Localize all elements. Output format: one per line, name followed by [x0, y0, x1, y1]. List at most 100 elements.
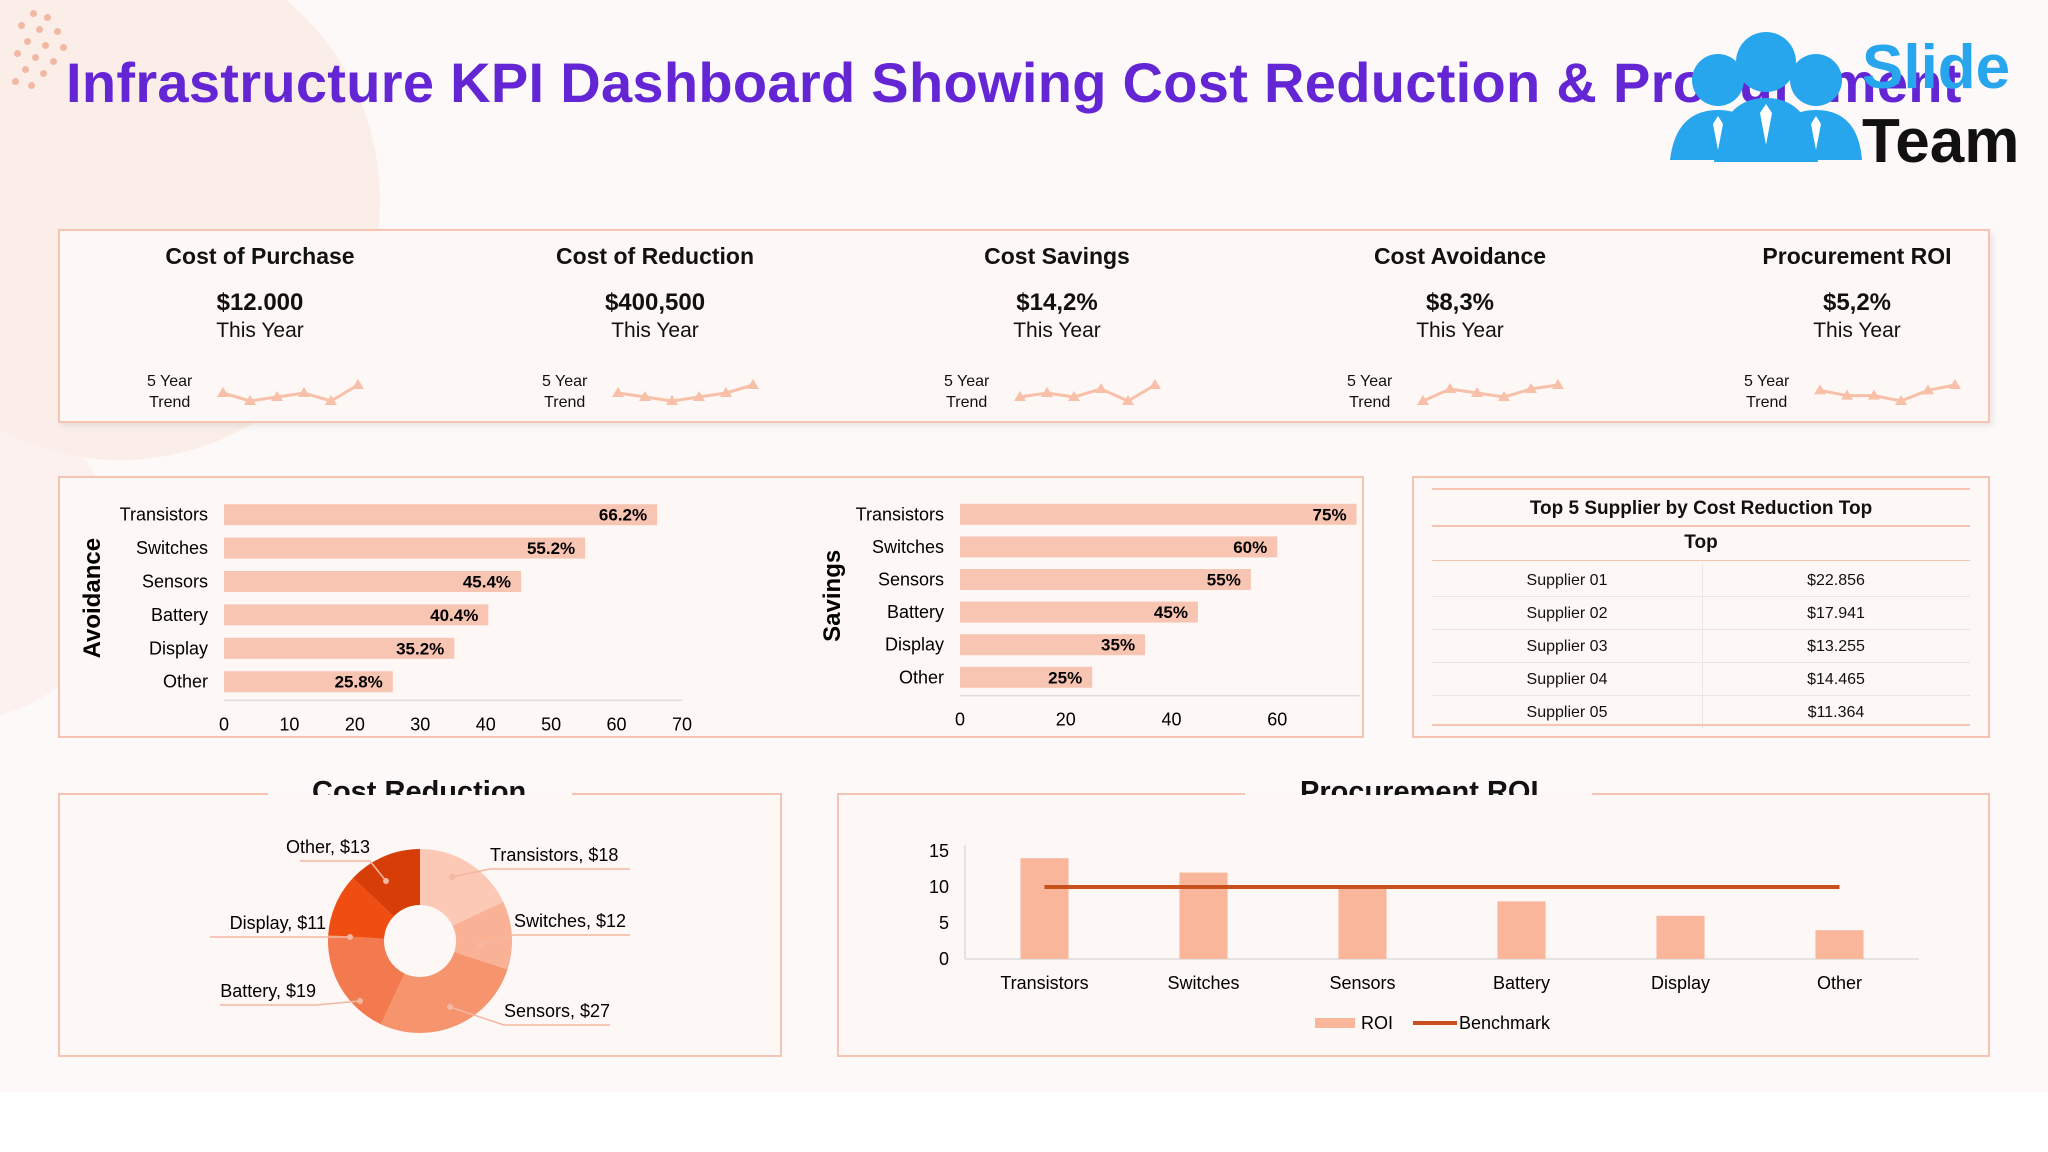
sparkline-marker: [1552, 379, 1564, 389]
cost-reduction-donut-chart: Transistors, $18 Switches, $12 Sensors, $2…: [210, 837, 630, 1033]
kpi-sparkline: [1014, 379, 1161, 405]
sparkline-marker: [1444, 383, 1456, 393]
roi-bar: [1815, 930, 1864, 959]
sparkline-marker: [639, 391, 651, 401]
procurement-roi-panel: 0 5 10 15 Transistors Switches Sensors Battery D…: [837, 795, 1990, 1057]
kpi-sparkline: [1814, 379, 1961, 405]
label-pointer-dot: [477, 942, 483, 948]
supplier-table-title: Top 5 Supplier by Cost Reduction Top: [1529, 498, 1873, 519]
legend-label-benchmark: Benchmark: [1459, 1013, 1551, 1033]
legend-swatch-roi: [1315, 1018, 1355, 1028]
category-label: Switches: [872, 537, 944, 557]
sparkline-marker: [1841, 389, 1853, 400]
decorative-dot: [24, 38, 31, 45]
row-divider: [1432, 662, 1970, 663]
page-title: Infrastructure KPI Dashboard Showing Cos…: [66, 51, 1962, 114]
sparkline-marker: [217, 387, 229, 397]
section-rule: [572, 793, 782, 795]
x-tick-label: 0: [219, 714, 229, 734]
decorative-dot: [18, 22, 25, 29]
kpi-card: Procurement ROI $5,2% This Year 5 Year Trend: [1692, 231, 2022, 421]
sparkline-line: [1019, 383, 1156, 403]
sparkline-marker: [1949, 379, 1961, 389]
kpi-card: Cost Avoidance $8,3% This Year 5 Year Trend: [1295, 231, 1625, 421]
bar: [224, 537, 586, 559]
category-label: Battery: [887, 602, 944, 622]
sparkline-marker: [1868, 389, 1880, 400]
decorative-dots: [10, 8, 80, 89]
sparkline-marker: [1498, 391, 1510, 401]
row-divider: [1432, 596, 1970, 597]
kpi-trend-label-line1: 5 Year: [147, 373, 193, 390]
y-tick-label: 15: [929, 841, 949, 861]
kpi-period: This Year: [611, 319, 699, 342]
table-row: Supplier 02 $17.941: [1432, 597, 1970, 630]
label-pointer-dot: [357, 998, 363, 1004]
slideteam-logo: Slide Team: [1666, 28, 2026, 176]
decorative-dot: [40, 70, 47, 77]
row-divider: [1432, 695, 1970, 696]
label-pointer-line: [479, 934, 515, 946]
table-row: Supplier 05 $11.364: [1432, 696, 1970, 729]
kpi-label: Cost Savings: [984, 243, 1130, 269]
sparkline-line: [1422, 383, 1559, 403]
bar-value-label: 40.4%: [430, 606, 478, 625]
supplier-value: $14.465: [1807, 671, 1865, 688]
kpi-panel: Cost of Purchase $12.000 This Year 5 Year Tr…: [58, 229, 1990, 423]
x-tick-label: Other: [1817, 973, 1862, 993]
kpi-trend-label-line1: 5 Year: [944, 373, 990, 390]
donut-slice: [328, 935, 405, 1025]
category-label: Sensors: [878, 570, 944, 590]
sparkline-marker: [271, 391, 283, 401]
y-axis-label: Avoidance: [79, 538, 106, 658]
kpi-trend-label: 5 Year Trend: [147, 371, 192, 413]
sparkline-marker: [1525, 383, 1537, 393]
kpi-label: Procurement ROI: [1762, 243, 1952, 269]
x-tick-label: Display: [1651, 973, 1710, 993]
kpi-label: Cost Avoidance: [1373, 243, 1547, 269]
kpi-sparkline: [1417, 379, 1564, 405]
kpi-value: $8,3%: [1425, 289, 1495, 316]
sparkline-marker: [693, 391, 705, 401]
bar-value-label: 55%: [1207, 571, 1241, 590]
slice-label: Transistors, $18: [490, 845, 618, 865]
sparkline-line: [222, 383, 359, 403]
sparkline-marker: [666, 395, 678, 405]
donut-slice: [380, 952, 508, 1033]
supplier-table-panel: Top 5 Supplier by Cost Reduction Top Top…: [1412, 476, 1990, 738]
x-tick-label: Sensors: [1329, 973, 1395, 993]
category-label: Display: [149, 638, 208, 658]
supplier-name: Supplier 05: [1526, 704, 1608, 721]
decorative-dot: [30, 10, 37, 17]
column-divider: [1702, 663, 1703, 696]
y-tick-label: 5: [939, 913, 949, 933]
supplier-name: Supplier 01: [1526, 572, 1608, 589]
kpi-period: This Year: [1013, 319, 1101, 342]
decorative-dot: [36, 26, 43, 33]
x-tick-label: 10: [279, 714, 299, 734]
kpi-trend-label-line2: Trend: [1746, 394, 1788, 411]
kpi-trend-label-line2: Trend: [946, 394, 988, 411]
section-rule: [1592, 793, 1990, 795]
kpi-trend-label: 5 Year Trend: [1744, 371, 1789, 413]
bar-value-label: 55.2%: [527, 539, 575, 558]
sparkline-marker: [1417, 395, 1429, 405]
kpi-label: Cost of Reduction: [555, 243, 755, 269]
kpi-card: Cost of Reduction $400,500 This Year 5 Year…: [490, 231, 820, 421]
kpi-card: Cost Savings $14,2% This Year 5 Year Trend: [892, 231, 1222, 421]
kpi-period: This Year: [1416, 319, 1504, 342]
sparkline-line: [617, 383, 754, 403]
category-label: Switches: [136, 538, 208, 558]
kpi-trend-label-line2: Trend: [149, 394, 191, 411]
bar-value-label: 35.2%: [396, 639, 444, 658]
row-divider: [1432, 629, 1970, 630]
decorative-dot: [14, 50, 21, 57]
label-pointer-line: [449, 1006, 505, 1026]
x-tick-label: Transistors: [1000, 973, 1088, 993]
slice-label: Display, $11: [230, 913, 326, 933]
category-label: Sensors: [142, 572, 208, 592]
supplier-table-subtitle: Top: [1684, 532, 1718, 553]
kpi-trend-label: 5 Year Trend: [542, 371, 587, 413]
table-rule: [1432, 724, 1970, 726]
table-row: Supplier 03 $13.255: [1432, 630, 1970, 663]
